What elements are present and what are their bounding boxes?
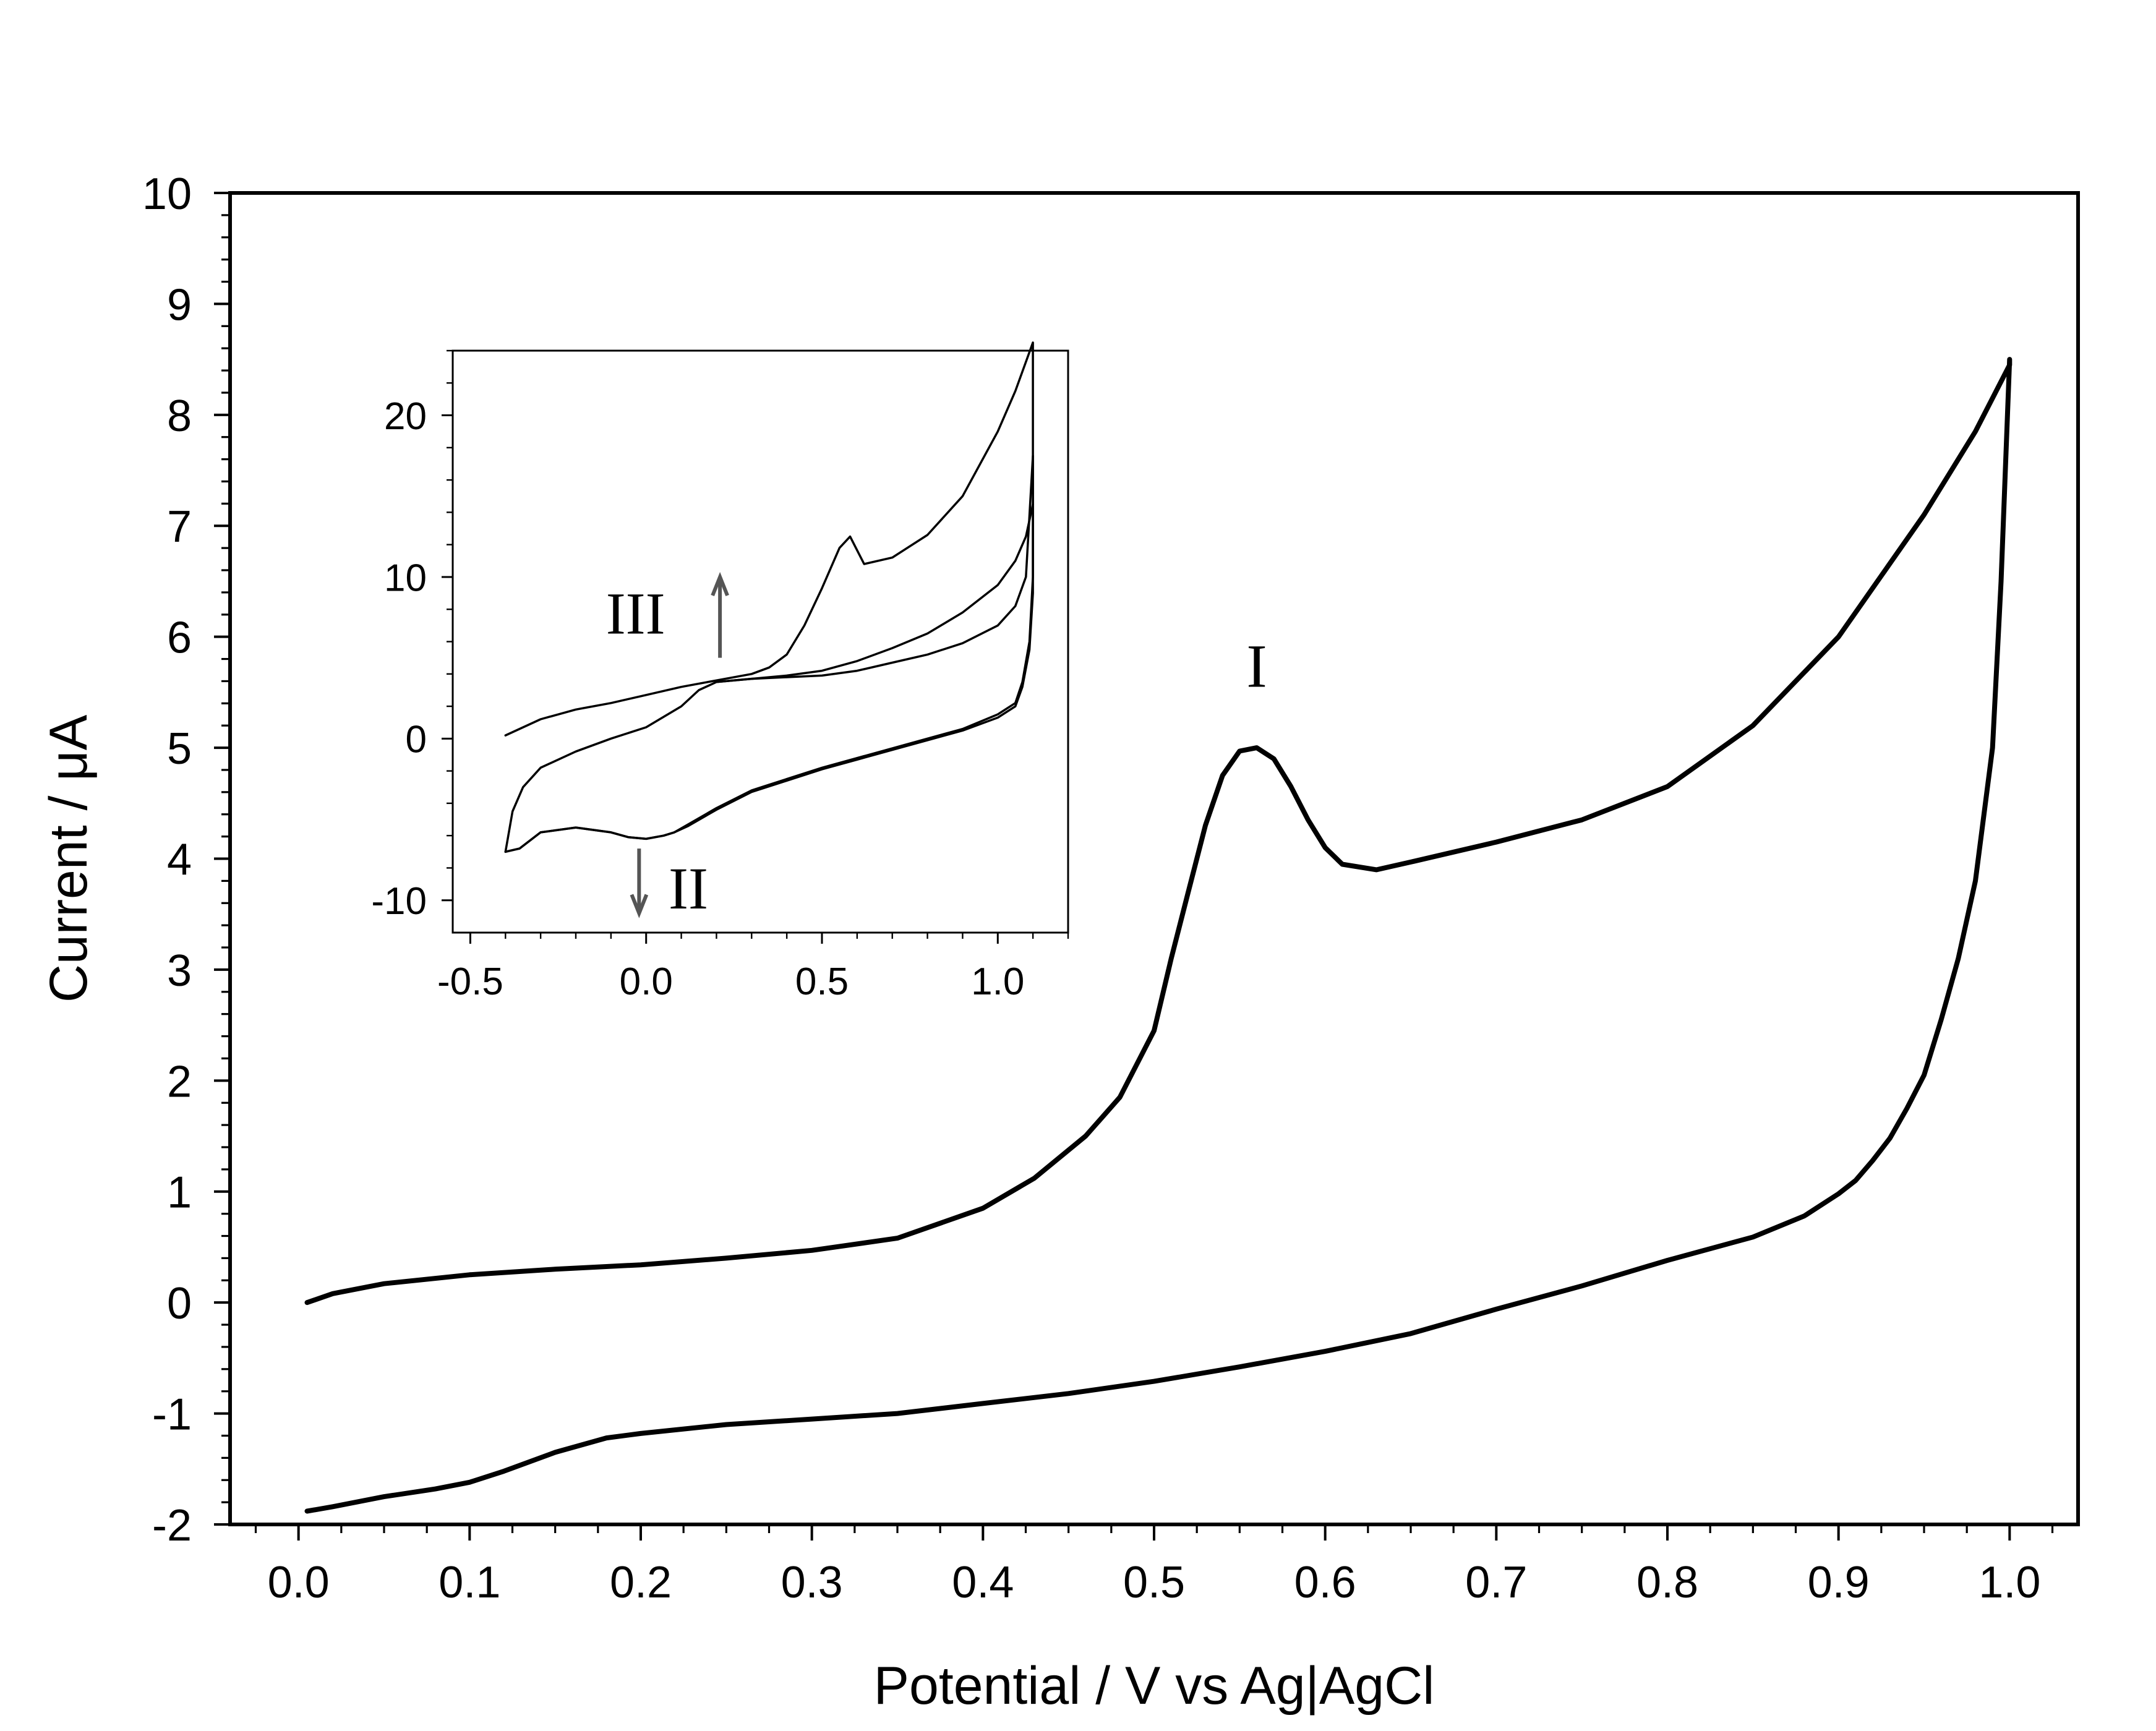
y-tick-label: 0 bbox=[406, 719, 427, 761]
x-tick-label: 0.2 bbox=[610, 1558, 672, 1607]
y-tick-label: 3 bbox=[167, 946, 192, 996]
y-tick-label: 9 bbox=[167, 280, 192, 330]
series-line-1 bbox=[304, 357, 2013, 1514]
x-tick-label: 0.6 bbox=[1294, 1558, 1356, 1607]
x-tick-label: 0.4 bbox=[952, 1558, 1014, 1607]
x-tick-label: 0.3 bbox=[781, 1558, 843, 1607]
y-tick-label: 7 bbox=[167, 502, 192, 552]
x-tick-label: 0.8 bbox=[1636, 1558, 1698, 1607]
x-tick-label: 0.7 bbox=[1465, 1558, 1527, 1607]
y-tick-label: -2 bbox=[152, 1501, 192, 1550]
arrow-down-icon bbox=[630, 848, 649, 918]
arrow-up-icon bbox=[711, 571, 729, 658]
main-series-group bbox=[304, 357, 2013, 1514]
y-tick-label: 4 bbox=[167, 835, 192, 884]
y-tick-label: 5 bbox=[167, 724, 192, 774]
y-tick-label: -10 bbox=[371, 880, 427, 923]
y-axis-label: Current / μA bbox=[39, 714, 98, 1002]
x-tick-label: 0.9 bbox=[1808, 1558, 1870, 1607]
y-tick-label: 0 bbox=[167, 1279, 192, 1328]
inset-chart: -0.5 0.0 0.5 1.0 -10 0 10 20 III II bbox=[371, 341, 1069, 1003]
peak-annotation-I: I bbox=[1246, 631, 1267, 700]
annotation-II: II bbox=[669, 855, 708, 921]
x-tick-label: 1.0 bbox=[1978, 1558, 2040, 1607]
x-tick-label: 1.0 bbox=[971, 960, 1024, 1003]
x-tick-label: 0.5 bbox=[1123, 1558, 1185, 1607]
x-tick-label: 0.5 bbox=[795, 960, 849, 1003]
series-line-2 bbox=[504, 455, 1034, 853]
y-tick-label: 1 bbox=[167, 1168, 192, 1218]
x-tick-label: 0.0 bbox=[268, 1558, 330, 1607]
y-tick-label: 10 bbox=[142, 169, 192, 219]
y-tick-label: 20 bbox=[384, 395, 427, 438]
arrow-head bbox=[711, 571, 729, 597]
x-tick-label: 0.1 bbox=[438, 1558, 500, 1607]
arrow-head bbox=[630, 894, 649, 918]
x-tick-label: -0.5 bbox=[437, 960, 503, 1003]
main-chart: 0.0 0.1 0.2 0.3 0.4 0.5 0.6 0.7 0.8 0.9 1.0-2-1012… bbox=[39, 169, 2080, 1716]
annotation-III: III bbox=[606, 580, 665, 646]
y-tick-label: 10 bbox=[384, 557, 427, 599]
inset-series-group bbox=[504, 341, 1034, 853]
y-tick-label: -1 bbox=[152, 1390, 192, 1440]
inset-plot-frame bbox=[451, 349, 1069, 934]
y-tick-label: 6 bbox=[167, 613, 192, 663]
main-axes: 0.0 0.1 0.2 0.3 0.4 0.5 0.6 0.7 0.8 0.9 1.0-2-1012… bbox=[142, 169, 2054, 1607]
x-tick-label: 0.0 bbox=[620, 960, 673, 1003]
inset-axes: -0.5 0.0 0.5 1.0 -10 0 10 20 bbox=[371, 349, 1069, 1003]
series-line-3 bbox=[715, 503, 1034, 683]
x-axis-label: Potential / V vs Ag|AgCl bbox=[874, 1656, 1435, 1716]
y-tick-label: 8 bbox=[167, 391, 192, 441]
y-tick-label: 2 bbox=[167, 1057, 192, 1106]
